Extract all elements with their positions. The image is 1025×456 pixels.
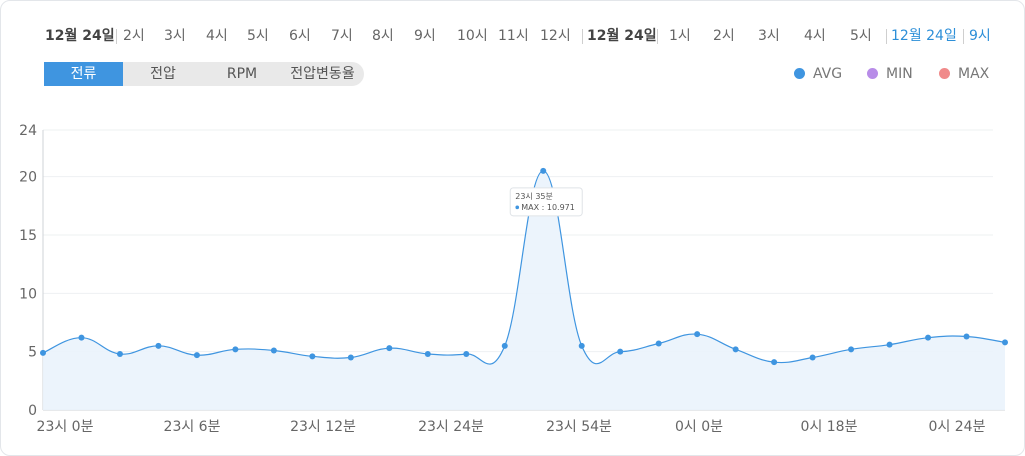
timeline-hour[interactable]: 9시 — [414, 28, 436, 44]
timeline-hour[interactable]: 10시 — [457, 28, 488, 44]
data-point — [963, 333, 970, 340]
data-point — [694, 331, 701, 338]
data-point — [193, 352, 200, 359]
data-point — [309, 353, 316, 360]
legend-label: MAX — [958, 66, 990, 82]
data-point — [424, 351, 431, 357]
data-point — [386, 345, 393, 352]
legend-dot-icon — [939, 68, 950, 79]
y-tick-label: 20 — [19, 170, 37, 186]
legend-item[interactable]: MIN — [867, 64, 913, 84]
data-point — [578, 342, 585, 349]
timeline-hour[interactable]: 4시 — [804, 28, 826, 44]
legend-label: AVG — [813, 66, 843, 82]
y-tick-label: 10 — [19, 286, 37, 302]
data-point — [540, 167, 547, 174]
data-point — [232, 346, 239, 353]
data-point — [809, 354, 816, 361]
time-navigation: 12월 24일 2시 3시 4시 5시 6시 7시 8시 9시 10시 11시 12시 12월 24일 1… — [1, 23, 1024, 49]
data-point — [732, 346, 739, 353]
legend-item[interactable]: AVG — [794, 64, 842, 84]
data-point — [1002, 339, 1008, 346]
data-point — [270, 347, 277, 354]
legend-dot-icon — [794, 68, 805, 79]
legend-dot-icon — [867, 68, 878, 79]
x-tick-label: 23시 54분 — [546, 419, 612, 435]
timeline-hour[interactable]: 4시 — [206, 28, 228, 44]
data-point — [40, 349, 46, 356]
timeline-separator — [582, 29, 583, 44]
timeline-hour[interactable]: 5시 — [247, 28, 269, 44]
legend-label: MIN — [886, 66, 913, 82]
x-tick-label: 23시 0분 — [37, 419, 94, 435]
timeline-hour[interactable]: 12시 — [540, 28, 571, 44]
data-point — [886, 341, 893, 348]
series-area — [43, 170, 1005, 410]
y-tick-label: 24 — [19, 123, 37, 139]
tooltip-dot-icon — [515, 205, 520, 210]
tab-3[interactable]: 전압변동율 — [290, 66, 355, 82]
x-tick-label: 0시 0분 — [675, 419, 723, 435]
timeline-hour[interactable]: 2시 — [123, 28, 145, 44]
timeline-hour[interactable]: 2시 — [713, 28, 735, 44]
data-point — [155, 342, 162, 349]
y-tick-label: 15 — [19, 228, 37, 244]
y-tick-label: 0 — [28, 403, 37, 419]
timeline-hour[interactable]: 5시 — [850, 28, 872, 44]
tooltip-title: 23시 35분 — [515, 192, 553, 201]
metric-tabs: 전류 전압 RPM 전압변동율 — [44, 62, 364, 86]
data-point — [655, 340, 662, 347]
timeline-separator — [657, 29, 658, 44]
timeline-hour[interactable]: 11시 — [498, 28, 529, 44]
timeline-separator — [963, 29, 964, 44]
tooltip-box — [509, 187, 583, 217]
y-tick-label: 5 — [28, 345, 37, 361]
tab-2[interactable]: RPM — [226, 66, 258, 82]
data-point — [848, 346, 855, 353]
timeline-separator — [116, 29, 117, 44]
x-tick-label: 23시 6분 — [164, 419, 221, 435]
timeline-date[interactable]: 12월 24일 — [587, 28, 657, 44]
data-point — [925, 334, 932, 341]
timeline-hour[interactable]: 8시 — [372, 28, 394, 44]
timeline-date[interactable]: 12월 24일 — [45, 28, 115, 44]
timeline-date[interactable]: 12월 24일 — [891, 28, 957, 44]
legend-item[interactable]: MAX — [939, 64, 989, 84]
tab-1[interactable]: 전압 — [150, 66, 176, 82]
timeline-date[interactable]: 9시 — [969, 28, 991, 44]
data-point — [347, 354, 354, 361]
x-tick-label: 23시 24분 — [418, 419, 484, 435]
timeline-hour[interactable]: 1시 — [669, 28, 691, 44]
timeline-hour[interactable]: 3시 — [164, 28, 186, 44]
data-point — [501, 342, 508, 349]
data-point — [116, 351, 123, 357]
timeline-hour[interactable]: 7시 — [331, 28, 353, 44]
data-point — [771, 359, 778, 366]
data-point — [617, 348, 624, 355]
tooltip-value: MAX : 10.971 — [521, 203, 575, 212]
data-point — [463, 351, 470, 357]
timeline-hour[interactable]: 6시 — [289, 28, 311, 44]
data-point — [78, 334, 85, 341]
tab-0[interactable]: 전류 — [44, 62, 123, 86]
x-tick-label: 23시 12분 — [290, 419, 356, 435]
x-tick-label: 0시 24분 — [929, 419, 986, 435]
timeline-hour[interactable]: 3시 — [758, 28, 780, 44]
x-tick-label: 0시 18분 — [801, 419, 858, 435]
timeline-separator — [886, 29, 887, 44]
